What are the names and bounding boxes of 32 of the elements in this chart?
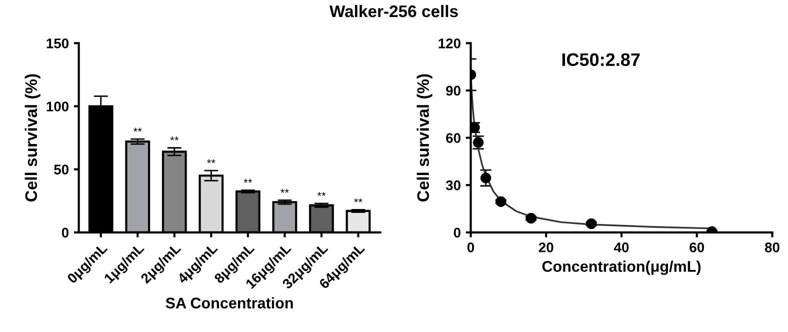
x-tick-label: 0 xyxy=(467,242,474,252)
chart-title: Walker-256 cells xyxy=(329,4,458,18)
y-tick-label: 90 xyxy=(446,86,460,96)
annotation: ** xyxy=(170,136,179,140)
point xyxy=(526,212,536,224)
annotation: ** xyxy=(244,178,252,183)
point xyxy=(470,122,480,133)
y-tick-label: 30 xyxy=(446,180,460,190)
y-axis-title: Cell survival (%) xyxy=(416,74,432,202)
y-tick-label: 50 xyxy=(54,164,69,174)
x-axis-title: SA Concentration xyxy=(166,297,293,308)
point xyxy=(480,172,492,184)
annotation: ** xyxy=(133,128,142,132)
x-tick-label: 80 xyxy=(764,242,780,252)
x-tick-label: 20 xyxy=(538,242,554,252)
x-tick-label: 60 xyxy=(690,242,704,252)
y-tick-label: 120 xyxy=(438,38,460,48)
annotation: ** xyxy=(207,159,216,164)
y-tick-label: 100 xyxy=(46,102,69,112)
y-axis-title: Cell survival (%) xyxy=(24,74,40,202)
annotation: IC50:2.87 xyxy=(562,53,640,66)
point xyxy=(586,218,597,230)
annotation: ** xyxy=(280,188,289,193)
point xyxy=(496,196,506,207)
x-tick-label: 40 xyxy=(614,242,629,252)
annotation: ** xyxy=(317,192,326,196)
annotation: ** xyxy=(354,198,362,202)
y-tick-label: 60 xyxy=(446,133,460,143)
y-tick-label: 150 xyxy=(46,38,69,48)
x-axis-title: Concentration(μg/mL) xyxy=(542,260,701,275)
y-tick-label: 0 xyxy=(454,228,460,238)
y-tick-label: 0 xyxy=(62,228,69,238)
